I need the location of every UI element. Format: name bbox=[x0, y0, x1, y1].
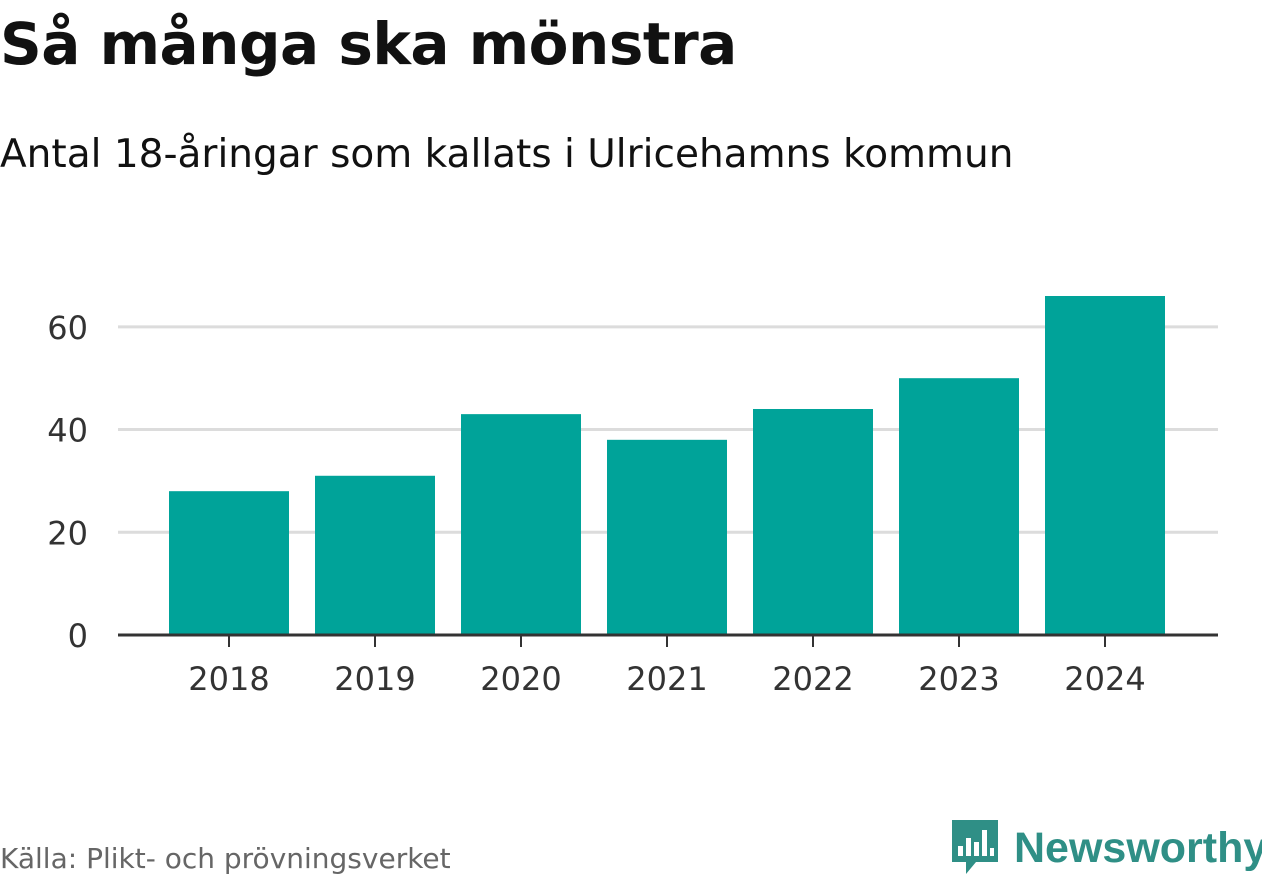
chart-title: Så många ska mönstra bbox=[0, 10, 737, 78]
x-tick-label: 2019 bbox=[334, 660, 415, 698]
y-tick-label: 60 bbox=[47, 309, 88, 347]
source-note: Källa: Plikt- och prövningsverket bbox=[0, 842, 451, 875]
brand-logo[interactable]: Newsworthy bbox=[950, 818, 1262, 878]
bar-2019 bbox=[315, 475, 435, 635]
bar-2021 bbox=[607, 439, 727, 635]
bar-2023 bbox=[899, 378, 1019, 635]
newsworthy-logo-icon bbox=[952, 820, 998, 874]
brand-name: Newsworthy bbox=[1014, 823, 1262, 872]
x-tick-label: 2021 bbox=[626, 660, 707, 698]
x-axis-ticks: 2018 2019 2020 2021 2022 2023 2024 bbox=[188, 660, 1145, 698]
x-tick-label: 2020 bbox=[480, 660, 561, 698]
x-tick-label: 2022 bbox=[772, 660, 853, 698]
bar-2024 bbox=[1045, 296, 1165, 635]
y-tick-label: 0 bbox=[68, 617, 88, 655]
bars bbox=[169, 296, 1165, 635]
x-tick-label: 2023 bbox=[918, 660, 999, 698]
bar-chart: 0 20 40 60 2018 2019 2020 2021 2022 2023 2024 bbox=[47, 296, 1218, 698]
x-tick-label: 2024 bbox=[1064, 660, 1145, 698]
y-axis-ticks: 0 20 40 60 bbox=[47, 309, 88, 655]
y-tick-label: 20 bbox=[47, 514, 88, 552]
bar-2020 bbox=[461, 414, 581, 635]
bar-2022 bbox=[753, 409, 873, 635]
bar-2018 bbox=[169, 491, 289, 635]
chart-subtitle: Antal 18-åringar som kallats i Ulriceham… bbox=[0, 132, 1014, 177]
x-tick-label: 2018 bbox=[188, 660, 269, 698]
y-tick-label: 40 bbox=[47, 412, 88, 450]
x-axis bbox=[118, 633, 1218, 647]
